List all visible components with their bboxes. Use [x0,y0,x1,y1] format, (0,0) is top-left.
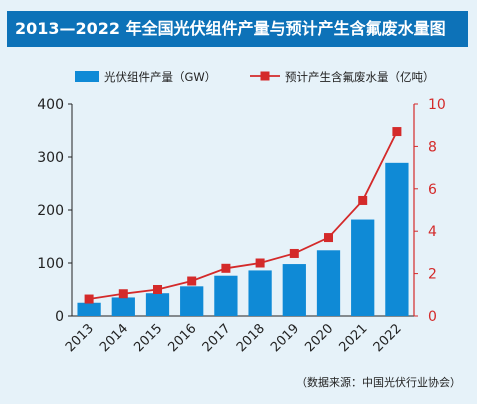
left-tick-label: 400 [37,97,64,113]
bar [77,302,101,316]
right-tick-label: 10 [428,97,446,113]
bar [316,250,341,316]
left-tick-label: 100 [37,256,64,272]
bar [282,264,306,316]
x-tick-label: 2020 [302,321,336,355]
right-tick-label: 6 [428,182,437,198]
line-marker [392,127,402,137]
x-tick-label: 2015 [131,321,165,355]
line-marker [324,233,333,243]
legend-swatch-bar [75,71,99,82]
bar [180,286,204,316]
x-tick-label: 2022 [371,321,405,355]
left-tick-label: 200 [37,203,64,219]
x-tick-label: 2019 [268,321,302,355]
right-tick-label: 8 [428,139,437,155]
bar [351,219,375,316]
line-marker [153,285,162,294]
bar [385,162,409,316]
x-tick-label: 2017 [200,321,234,355]
x-tick-label: 2014 [97,321,131,355]
source-note: （数据来源：中国光伏行业协会） [296,376,461,389]
legend-label-bar: 光伏组件产量（GW） [104,70,216,84]
bar [145,293,170,316]
line-series [88,131,398,300]
right-tick-label: 4 [428,224,437,240]
chart-title: 2013—2022 年全国光伏组件产量与预计产生含氟废水量图 [7,11,468,47]
left-tick-label: 300 [37,150,64,166]
left-tick-label: 0 [55,309,64,325]
x-tick-label: 2016 [166,321,200,355]
line-marker [358,195,368,205]
right-tick-label: 2 [428,267,437,283]
line-marker [289,248,299,258]
line-marker [118,289,128,299]
x-tick-label: 2013 [63,321,97,355]
line-marker [221,263,231,273]
x-tick-label: 2018 [234,321,268,355]
line-marker [187,276,197,286]
bar [248,270,272,316]
right-tick-label: 0 [428,309,437,325]
x-tick-label: 2021 [337,321,371,355]
line-marker [255,258,265,268]
line-marker [84,294,94,304]
legend-label-line: 预计产生含氟废水量（亿吨） [285,70,435,84]
bar [214,275,238,316]
legend-swatch-marker [260,71,270,81]
bar [111,297,135,316]
